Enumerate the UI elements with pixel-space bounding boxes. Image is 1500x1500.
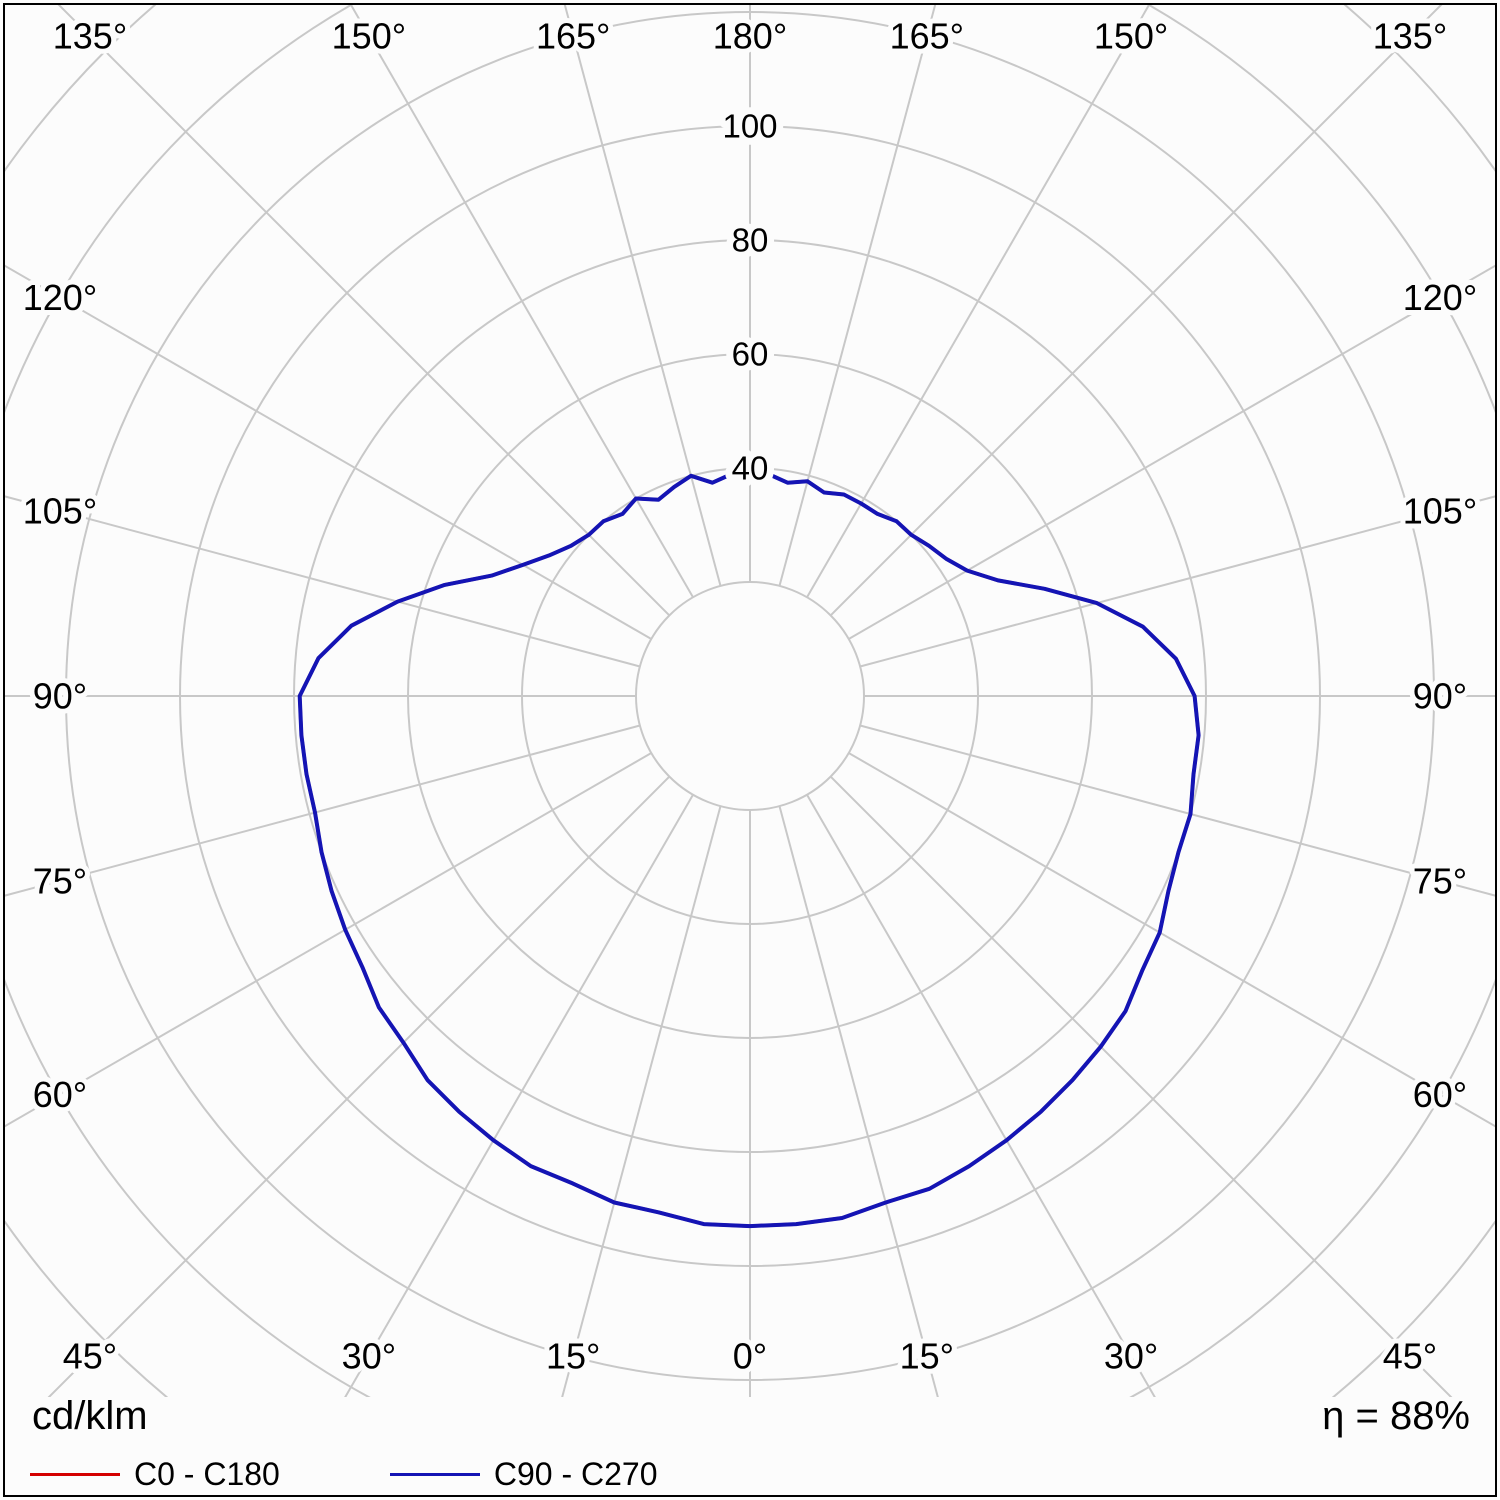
- legend: C0 - C180 C90 - C270: [30, 1456, 657, 1493]
- legend-label-c0-c180: C0 - C180: [134, 1456, 280, 1492]
- efficiency-label: η = 88%: [1322, 1394, 1470, 1438]
- legend-line-c90-c270: [389, 1473, 480, 1476]
- diagram-frame: [3, 3, 1497, 1497]
- footer: cd/klm η = 88% C0 - C180 C90 - C270: [0, 1392, 1500, 1500]
- legend-label-c90-c270: C90 - C270: [493, 1456, 658, 1492]
- units-label: cd/klm: [32, 1394, 148, 1438]
- legend-line-c0-c180: [30, 1473, 120, 1476]
